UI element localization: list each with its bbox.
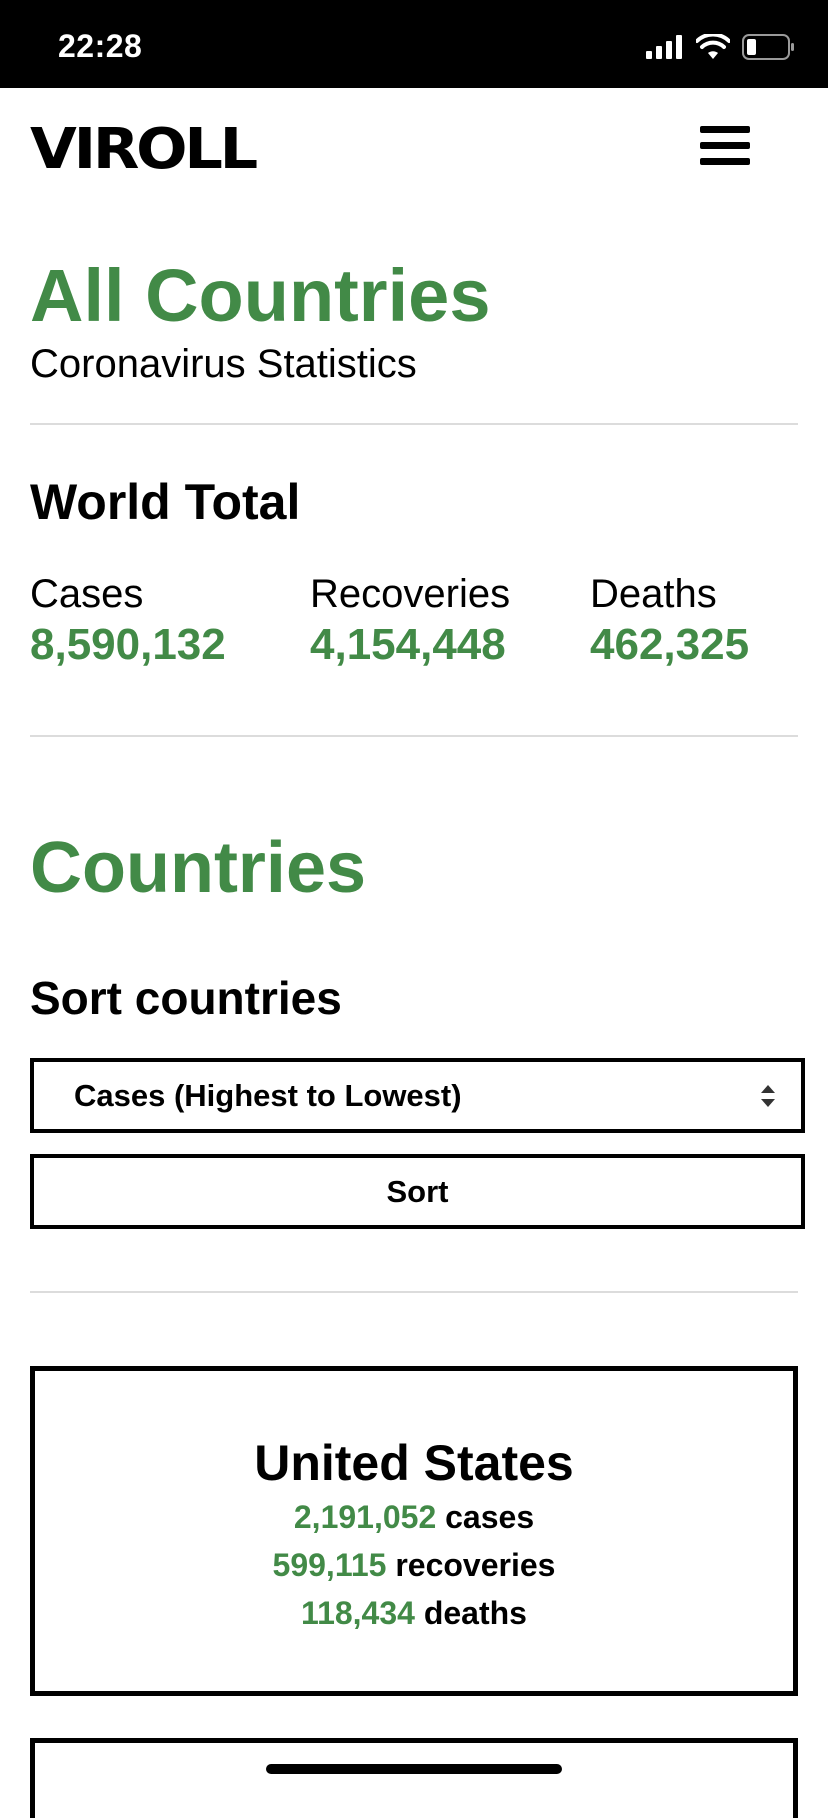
country-recoveries-line: 599,115 recoveries bbox=[35, 1541, 793, 1589]
stat-cases-value: 8,590,132 bbox=[30, 620, 226, 669]
world-total-heading: World Total bbox=[30, 474, 301, 530]
country-deaths-line: 118,434 deaths bbox=[35, 1589, 793, 1637]
divider bbox=[30, 1291, 798, 1293]
countries-title: Countries bbox=[30, 828, 367, 908]
stat-deaths-value: 462,325 bbox=[590, 620, 750, 669]
country-name: United States bbox=[254, 1435, 574, 1491]
country-recoveries-value: 599,115 bbox=[272, 1547, 387, 1583]
country-cases-value: 2,191,052 bbox=[293, 1499, 437, 1535]
country-deaths-value: 118,434 bbox=[301, 1595, 415, 1631]
country-cases-label: cases bbox=[445, 1499, 535, 1535]
status-icons bbox=[646, 34, 796, 60]
stat-deaths-label: Deaths bbox=[590, 572, 717, 616]
country-card[interactable]: United States 2,191,052 cases 599,115 re… bbox=[30, 1366, 798, 1696]
country-deaths-label: deaths bbox=[423, 1595, 527, 1631]
sort-select-value: Cases (Highest to Lowest) bbox=[74, 1078, 462, 1113]
hamburger-menu-button[interactable] bbox=[700, 124, 762, 180]
sort-button[interactable]: Sort bbox=[30, 1154, 805, 1229]
status-time: 22:28 bbox=[58, 28, 143, 64]
status-bar: 22:28 bbox=[0, 0, 828, 88]
cellular-signal-icon bbox=[646, 35, 684, 59]
battery-icon bbox=[742, 34, 796, 60]
home-indicator[interactable] bbox=[266, 1764, 562, 1774]
country-cases-line: 2,191,052 cases bbox=[35, 1493, 793, 1541]
wifi-icon bbox=[696, 34, 730, 60]
stat-deaths: Deaths 462,325 bbox=[590, 570, 749, 672]
hamburger-menu-icon bbox=[700, 126, 750, 165]
stat-recoveries-value: 4,154,448 bbox=[310, 620, 506, 669]
divider bbox=[30, 735, 798, 737]
viroll-logo[interactable]: VIROLL bbox=[30, 117, 258, 182]
country-card[interactable] bbox=[30, 1738, 798, 1818]
page-subtitle: Coronavirus Statistics bbox=[30, 342, 417, 386]
page-title: All Countries bbox=[30, 254, 491, 337]
stat-recoveries: Recoveries 4,154,448 bbox=[310, 570, 510, 672]
sort-heading: Sort countries bbox=[30, 972, 342, 1024]
divider bbox=[30, 423, 798, 425]
stat-cases: Cases 8,590,132 bbox=[30, 570, 226, 672]
sort-select[interactable]: Cases (Highest to Lowest) bbox=[30, 1058, 805, 1133]
country-recoveries-label: recoveries bbox=[395, 1547, 556, 1583]
stat-recoveries-label: Recoveries bbox=[310, 572, 511, 616]
select-arrows-icon bbox=[759, 1082, 777, 1115]
stat-cases-label: Cases bbox=[30, 572, 144, 616]
